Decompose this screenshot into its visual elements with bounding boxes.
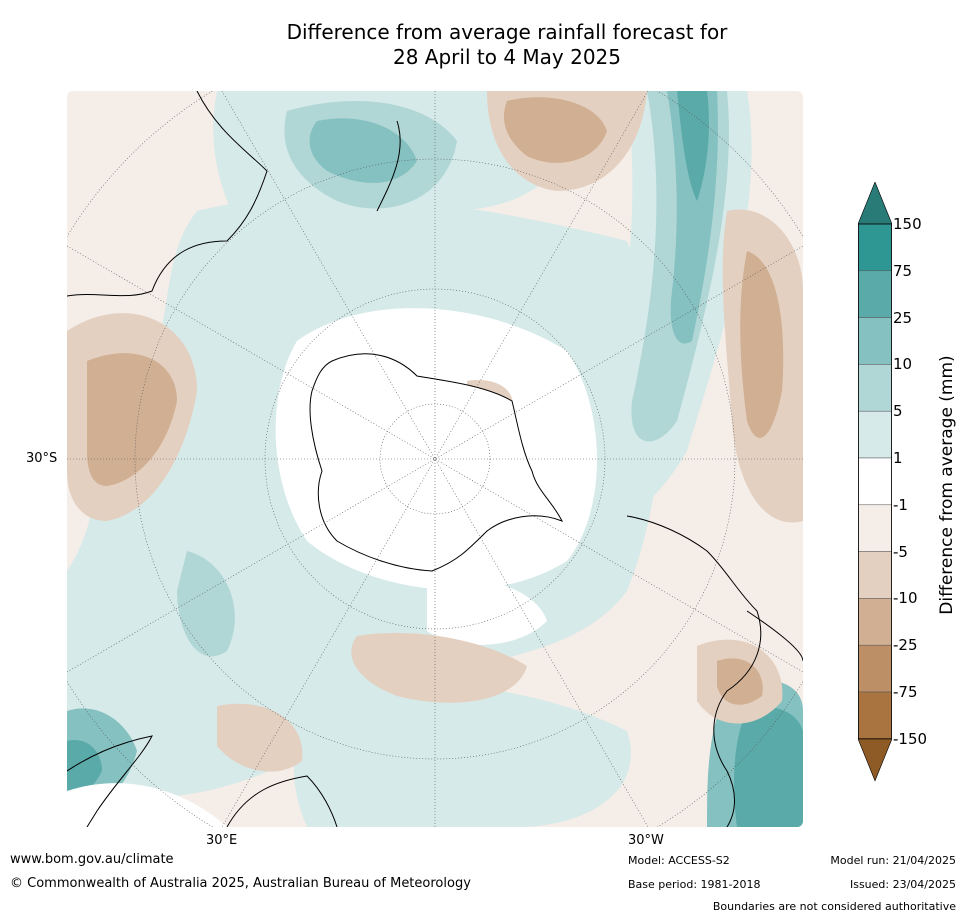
graticule [67,91,803,827]
colorbar-tick-label: -5 [893,542,908,561]
colorbar-tick-label: 25 [893,308,913,327]
colorbar-tick-label: -25 [893,636,918,655]
colorbar [857,181,893,786]
website-link[interactable]: www.bom.gov.au/climate [10,852,174,867]
colorbar-band [858,317,892,365]
boundaries-disclaimer: Boundaries are not considered authoritat… [712,900,956,913]
colorbar-tick-label: 150 [893,215,922,233]
colorbar-graphic [857,181,893,782]
title-line-2: 28 April to 4 May 2025 [393,45,621,69]
colorbar-tick-label: 5 [893,402,903,421]
longitude-label-30w: 30°W [628,833,664,848]
longitude-label-30e: 30°E [206,833,238,848]
issued-date: Issued: 23/04/2025 [849,878,956,891]
madagascar-coastline [226,775,338,827]
colorbar-band [858,410,892,459]
colorbar-band [858,223,892,272]
title-line-1: Difference from average rainfall forecas… [286,20,728,44]
colorbar-under-triangle [857,738,893,782]
australia-coastline [67,91,268,297]
argentina-coastline [746,610,803,662]
colorbar-band [858,270,892,318]
colorbar-tick-label: 1 [893,449,903,467]
base-period: Base period: 1981-2018 [628,878,761,891]
colorbar-tick-label: -75 [893,683,918,701]
latitude-label-30s: 30°S [26,451,58,466]
colorbar-band [858,691,892,740]
copyright-notice: © Commonwealth of Australia 2025, Austra… [10,876,471,891]
map-canvas [67,91,803,827]
south-africa-coastline [67,735,153,827]
colorbar-over-triangle [857,181,893,225]
colorbar-band [858,457,892,506]
colorbar-label: Difference from average (mm) [937,355,957,615]
chart-title: Difference from average rainfall forecas… [67,20,947,70]
colorbar-outline [858,223,892,740]
new-zealand-coastline [376,120,401,212]
colorbar-tick-label: -150 [893,729,928,748]
colorbar-band [858,644,892,693]
rainfall-anomaly-map [67,91,803,827]
colorbar-band [858,364,892,412]
colorbar-band [858,598,892,646]
colorbar-band [858,504,892,552]
coastlines [67,91,803,827]
model-name: Model: ACCESS-S2 [628,854,730,867]
colorbar-tick-label: 75 [893,261,913,280]
model-run-date: Model run: 21/04/2025 [830,854,956,867]
south-america-coastline [626,515,762,827]
colorbar-tick-label: -10 [893,589,918,608]
colorbar-tick-label: -1 [893,495,908,514]
colorbar-tick-label: 10 [893,355,913,374]
colorbar-band [858,551,892,599]
